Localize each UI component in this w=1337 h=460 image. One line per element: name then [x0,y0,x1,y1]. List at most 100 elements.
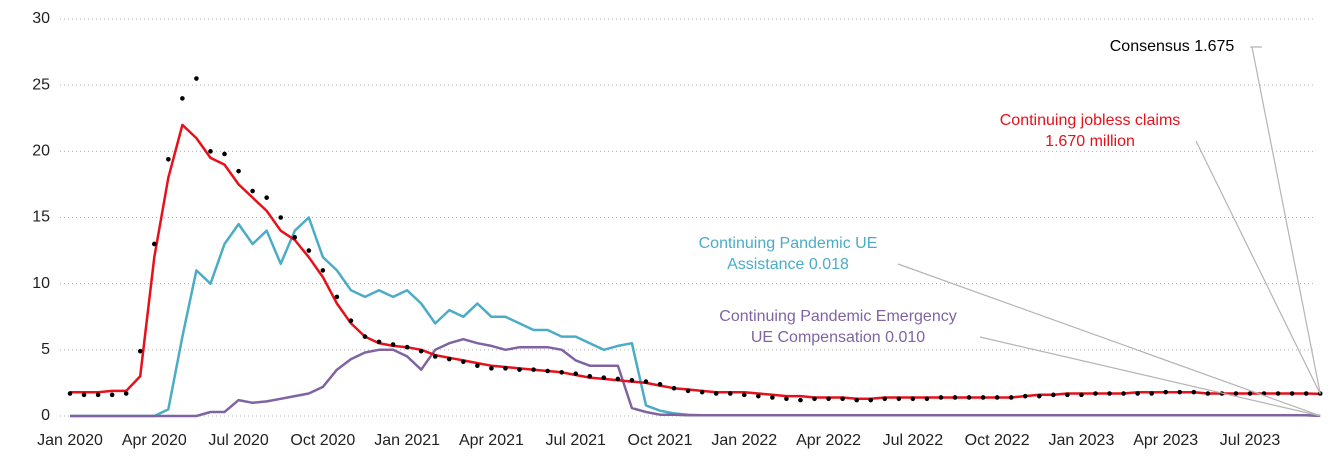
data-dot [166,156,171,162]
annotation: Assistance 0.018 [727,256,849,273]
data-dot [629,377,635,383]
data-dot [531,367,536,372]
leader-line [897,263,1321,417]
data-dot [545,368,550,374]
data-dot [826,396,831,402]
x-tick-label: Jan 2021 [374,432,440,449]
series-line [70,337,1321,418]
data-dot [334,294,340,300]
data-dot [713,391,719,396]
data-dot [67,391,73,396]
data-dot [208,149,213,154]
data-dot [1008,395,1014,400]
data-dot [784,396,789,402]
data-dot [1107,391,1112,396]
data-dot [362,334,368,339]
x-tick-label: Apr 2023 [1133,432,1198,449]
data-dot [741,392,747,398]
data-dot [671,385,677,391]
data-dot [573,371,579,376]
data-dot [1121,391,1126,396]
x-tick-label: Oct 2020 [290,432,355,449]
data-dot [348,318,354,324]
data-dot [264,195,269,200]
data-dot [418,348,424,354]
y-tick-label: 5 [41,341,50,358]
x-tick-label: Apr 2021 [459,432,524,449]
annotation: Continuing jobless claims [1000,112,1181,129]
x-tick-label: Jan 2023 [1049,432,1115,449]
x-tick-label: Jul 2023 [1220,432,1281,449]
data-dot [194,76,199,81]
data-dot [1247,391,1253,396]
data-dot [306,248,312,253]
data-dot [1149,391,1154,396]
data-dot [727,391,733,396]
data-dot [699,389,705,395]
data-dot [137,348,143,354]
leader-line [1251,46,1321,394]
data-dot [980,395,986,400]
leader-line [1195,140,1321,395]
annotation: 1.670 million [1045,133,1135,150]
data-dot [180,96,185,101]
annotation: Continuing Pandemic Emergency [719,308,956,325]
data-dot [1022,393,1028,399]
data-dot [123,391,129,396]
x-tick-label: Jul 2022 [883,432,944,449]
series-line [70,123,1321,401]
data-dot [685,388,691,394]
data-dot [994,395,1000,400]
data-dot [587,374,593,379]
y-tick-label: 30 [32,10,50,27]
data-dot [292,235,298,240]
data-dot [601,375,607,380]
y-tick-label: 25 [32,76,50,93]
data-dot [756,393,761,399]
annotation: Consensus 1.675 [1110,38,1235,55]
data-dot [938,395,944,400]
data-dot [1303,391,1309,396]
data-dot [1177,389,1183,395]
data-dot [812,396,817,402]
data-dot [1093,391,1098,396]
data-dot [868,397,874,403]
data-dot [952,395,958,400]
data-dot [615,376,621,382]
x-tick-label: Jan 2022 [711,432,777,449]
data-dot [446,356,452,362]
data-dot [882,396,888,402]
data-dot [236,168,241,174]
data-dot [770,395,775,400]
y-tick-label: 0 [41,407,50,424]
data-dot [390,342,396,347]
data-dot [517,367,522,372]
data-dot [1079,392,1084,398]
x-tick-label: Jan 2020 [37,432,103,449]
data-dot [559,370,564,375]
data-dot [1135,391,1140,396]
data-dot [966,395,972,400]
data-dot [95,392,101,398]
data-dot [657,381,663,387]
data-dot [1205,391,1211,396]
leader-line [979,336,1321,417]
data-dot [1233,391,1239,396]
data-dot [278,215,284,220]
data-dot [1289,391,1295,396]
data-dot [643,379,649,384]
data-dot [489,366,494,371]
y-tick-label: 20 [32,143,50,160]
data-dot [81,392,87,398]
data-dot [1163,389,1169,395]
data-dot [503,366,508,371]
data-dot [1275,391,1281,396]
data-dot [475,363,480,369]
data-dot [151,241,157,247]
data-dot [404,344,410,350]
data-dot [320,268,326,273]
data-dot [250,188,255,194]
data-dot [461,359,466,365]
x-tick-label: Jul 2021 [545,432,606,449]
